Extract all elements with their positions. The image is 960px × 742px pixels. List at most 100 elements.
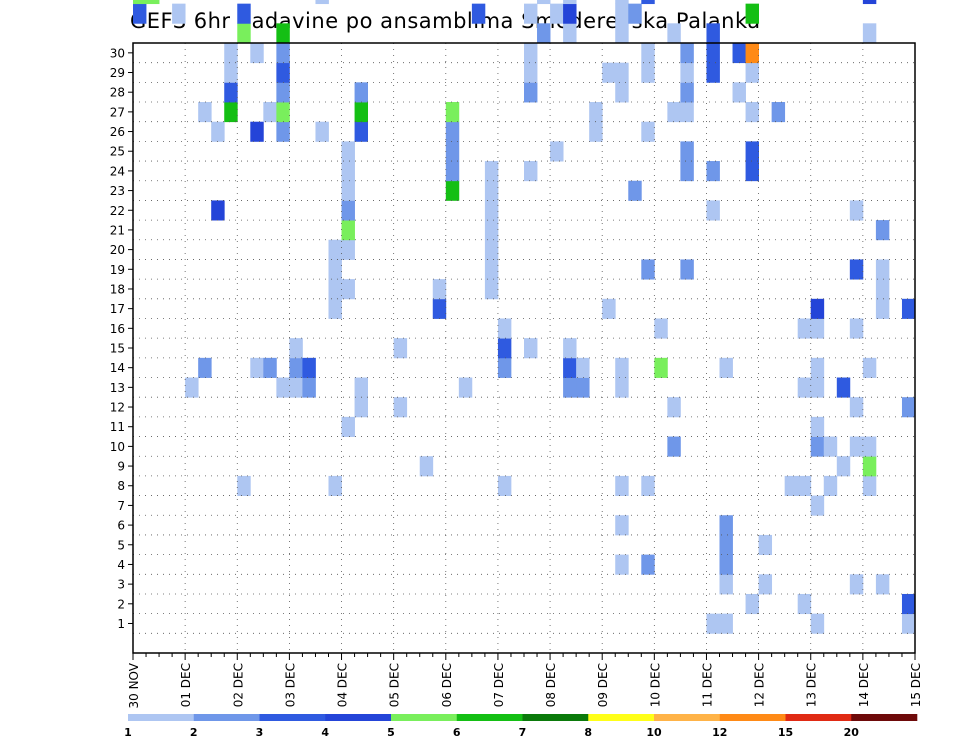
x-tick-label: 03 DEC <box>283 663 297 707</box>
colorbar-label: 5 <box>387 726 395 739</box>
heatmap-cell <box>745 102 759 123</box>
heatmap-cell <box>745 141 759 162</box>
heatmap-cell <box>224 102 238 123</box>
heatmap-cell <box>862 475 877 496</box>
heatmap-cell <box>797 377 812 398</box>
colorbar-label: 7 <box>519 726 527 739</box>
colorbar-label: 15 <box>778 726 793 739</box>
heatmap-cell <box>875 279 890 300</box>
heatmap-cell <box>237 3 251 24</box>
heatmap-cell <box>745 43 759 64</box>
y-tick-label: 2 <box>117 597 125 611</box>
y-tick-label: 20 <box>110 243 125 257</box>
heatmap-cell <box>680 82 694 103</box>
heatmap-cell <box>862 357 877 378</box>
x-tick-label: 07 DEC <box>492 663 506 707</box>
y-tick-label: 3 <box>117 578 125 592</box>
heatmap-cell <box>224 82 238 103</box>
y-tick-label: 29 <box>110 66 125 80</box>
heatmap-cell <box>354 102 368 123</box>
y-tick-label: 12 <box>110 401 125 415</box>
heatmap-cell <box>484 200 499 221</box>
heatmap-cell <box>615 475 629 496</box>
heatmap-cell <box>146 0 160 5</box>
colorbar-segment <box>391 714 458 721</box>
y-tick-label: 13 <box>110 381 125 395</box>
x-tick-label: 11 DEC <box>700 663 714 707</box>
heatmap-cell <box>719 534 733 556</box>
heatmap-cell <box>810 436 825 457</box>
heatmap-cell <box>732 43 746 64</box>
heatmap-cell <box>563 23 577 44</box>
y-tick-label: 11 <box>110 420 125 434</box>
x-tick-label: 30 NOV <box>127 662 141 708</box>
heatmap-cell <box>393 397 408 418</box>
heatmap-cell <box>276 377 290 398</box>
heatmap-cell <box>524 161 538 182</box>
heatmap-cell <box>706 161 720 182</box>
y-tick-label: 28 <box>110 86 125 100</box>
heatmap-cell <box>849 259 864 280</box>
heatmap-cell <box>745 62 759 83</box>
heatmap-cells <box>133 0 916 634</box>
heatmap-cell <box>875 298 890 319</box>
heatmap-cell <box>276 23 290 44</box>
heatmap-cell <box>680 161 694 182</box>
heatmap-cell <box>524 62 538 83</box>
heatmap-cell <box>667 23 681 44</box>
heatmap-cell <box>563 357 577 378</box>
dotted-grid <box>133 43 915 653</box>
heatmap-cell <box>471 3 486 24</box>
heatmap-cell <box>615 23 629 44</box>
heatmap-cell <box>445 121 460 142</box>
heatmap-cell <box>263 102 277 123</box>
heatmap-cell <box>745 3 759 24</box>
heatmap-cell <box>680 43 694 64</box>
y-tick-label: 27 <box>110 105 125 119</box>
heatmap-cell <box>563 3 577 24</box>
colorbar: 1 2 3 4 5 6 7 8 10 12 15 20 <box>124 714 918 739</box>
heatmap-cell <box>849 436 864 457</box>
heatmap-cell <box>823 436 838 457</box>
heatmap-cell <box>537 0 551 5</box>
x-axis: 30 NOV 01 DEC 02 DEC 03 DEC 04 DEC 05 DEC 06 D… <box>127 653 923 709</box>
heatmap-cell <box>497 357 512 378</box>
heatmap-cell <box>484 259 499 280</box>
y-tick-label: 19 <box>110 263 125 277</box>
heatmap-cell <box>576 377 590 398</box>
colorbar-label: 20 <box>844 726 860 739</box>
colorbar-label: 1 <box>124 726 132 739</box>
heatmap-cell <box>172 3 186 24</box>
y-tick-label: 6 <box>117 519 125 533</box>
heatmap-cell <box>875 259 890 280</box>
y-tick-label: 26 <box>110 125 125 139</box>
heatmap-cell <box>289 357 303 378</box>
heatmap-cell <box>524 43 538 64</box>
heatmap-cell <box>810 495 825 516</box>
heatmap-cell <box>250 357 264 378</box>
heatmap-cell <box>745 593 759 615</box>
heatmap-cell <box>771 102 786 123</box>
colorbar-label: 3 <box>256 726 264 739</box>
heatmap-cell <box>445 102 460 123</box>
y-tick-label: 9 <box>117 460 125 474</box>
heatmap-cell <box>810 613 825 634</box>
heatmap-cell <box>497 338 512 359</box>
heatmap-cell <box>719 574 733 595</box>
heatmap-cell <box>185 377 199 398</box>
heatmap-cell <box>797 318 812 339</box>
x-tick-label: 13 DEC <box>805 663 819 707</box>
heatmap-cell <box>836 377 851 398</box>
heatmap-cell <box>862 456 877 477</box>
heatmap-cell <box>419 456 434 477</box>
colorbar-label: 6 <box>453 726 461 739</box>
heatmap-cell <box>706 613 720 634</box>
heatmap-cell <box>758 574 773 595</box>
y-tick-label: 17 <box>110 302 125 316</box>
y-tick-label: 1 <box>117 617 125 631</box>
heatmap-cell <box>289 338 303 359</box>
colorbar-segment <box>193 714 260 721</box>
heatmap-cell <box>198 357 212 378</box>
heatmap-cell <box>237 475 251 496</box>
